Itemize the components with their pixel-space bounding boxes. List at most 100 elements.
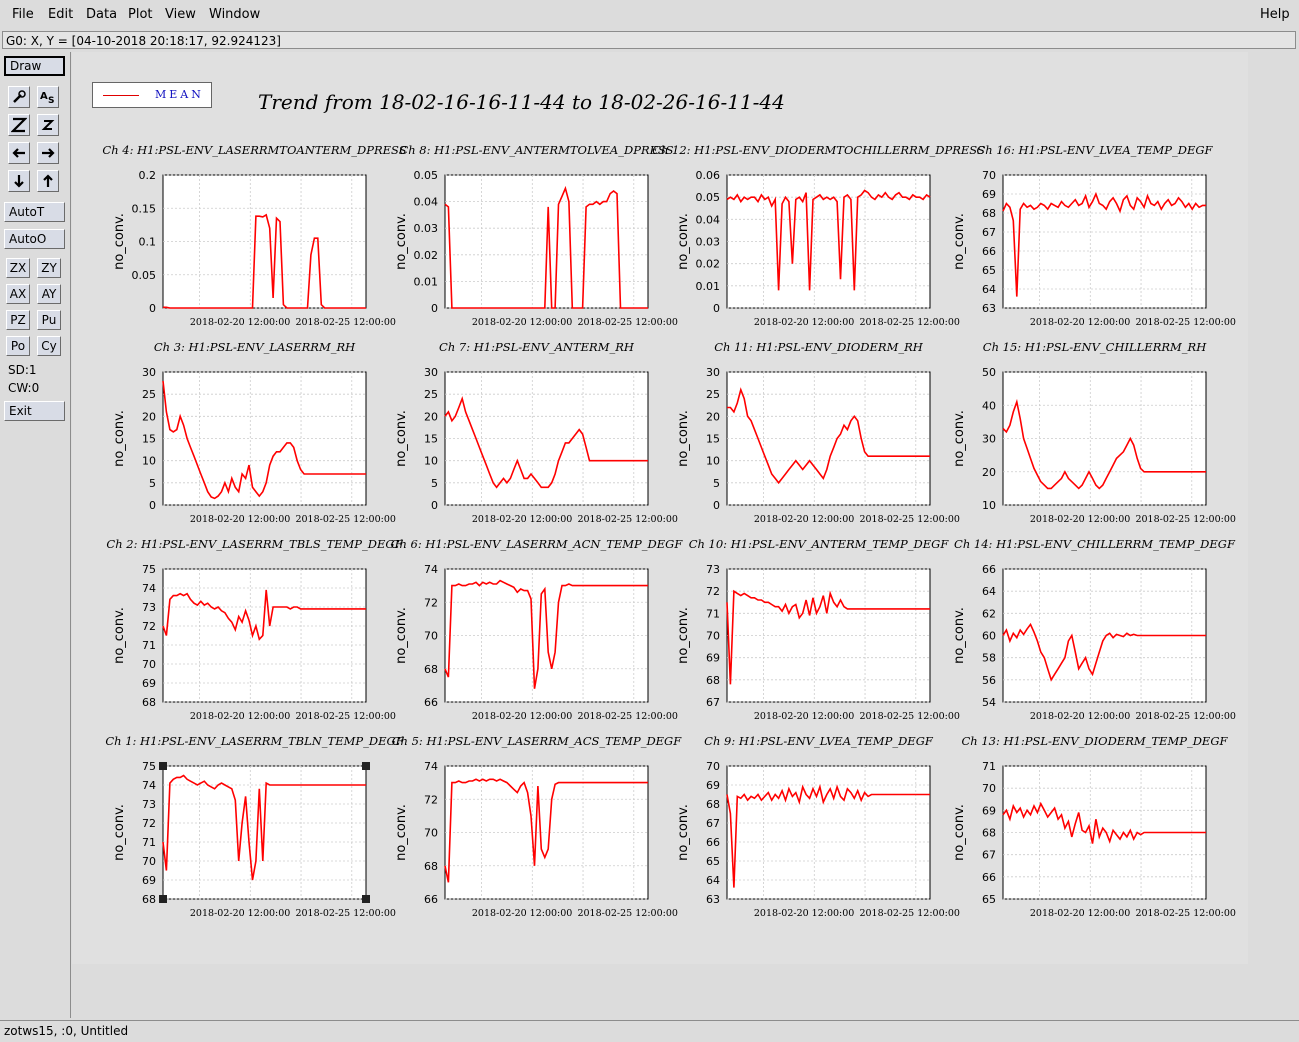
pan-down-icon[interactable] [8,170,30,192]
plot-ch-1[interactable]: Ch 8: H1:PSL-ENV_ANTERMTOLVEA_DPRESS 0 0.0… [394,143,678,328]
zoom-in-icon[interactable] [8,114,30,136]
menu-window[interactable]: Window [209,7,261,22]
menu-data[interactable]: Data [86,7,118,22]
plot-title: Ch 12: H1:PSL-ENV_DIODERMTOCHILLERRM_DPR… [652,143,985,157]
zoom-out-icon[interactable] [37,114,59,136]
y-tick-label: 64 [982,585,996,598]
x-tick-label: 2018-02-25 12:00:00 [577,908,677,919]
selection-handle[interactable] [362,895,370,903]
y-tick-label: 66 [982,563,996,576]
x-tick-label: 2018-02-25 12:00:00 [1135,514,1235,525]
zx-button[interactable]: ZX [6,258,30,278]
plot-ch-6[interactable]: Ch 11: H1:PSL-ENV_DIODERM_RH 0 5 10 15 20 25 30… [676,340,960,525]
y-tick-label: 64 [982,283,996,296]
y-tick-label: 30 [706,366,720,379]
y-tick-label: 5 [713,477,720,490]
x-tick-label: 2018-02-20 12:00:00 [190,711,290,722]
plot-ch-12[interactable]: Ch 1: H1:PSL-ENV_LASERRM_TBLN_TEMP_DEGF 6… [105,734,404,919]
plot-area[interactable] [726,765,931,900]
y-axis-label: no_conv. [394,213,409,270]
plot-ch-0[interactable]: Ch 4: H1:PSL-ENV_LASERRMTOANTERM_DPRESS 0… [102,143,406,328]
ax-button[interactable]: AX [6,284,30,304]
plot-title: Ch 6: H1:PSL-ENV_LASERRM_ACN_TEMP_DEGF [391,537,684,551]
y-tick-label: 70 [706,630,720,643]
y-tick-label: 70 [706,760,720,773]
autoo-button[interactable]: AutoO [4,229,65,249]
draw-button[interactable]: Draw [4,56,65,76]
po-button[interactable]: Po [6,336,30,356]
plot-ch-15[interactable]: Ch 13: H1:PSL-ENV_DIODERM_TEMP_DEGF 65 66 6… [952,734,1236,919]
x-tick-label: 2018-02-25 12:00:00 [1135,711,1235,722]
pan-up-icon[interactable] [37,170,59,192]
status-bar: zotws15, :0, Untitled [0,1020,1299,1042]
plot-ch-10[interactable]: Ch 10: H1:PSL-ENV_ANTERM_TEMP_DEGF 67 68 69… [676,537,960,722]
y-tick-label: 72 [424,596,438,609]
x-tick-label: 2018-02-25 12:00:00 [295,711,395,722]
y-tick-label: 72 [142,620,156,633]
x-tick-label: 2018-02-25 12:00:00 [1135,908,1235,919]
zy-button[interactable]: ZY [37,258,61,278]
series-line [444,778,648,883]
x-tick-label: 2018-02-20 12:00:00 [1030,317,1130,328]
plot-ch-14[interactable]: Ch 9: H1:PSL-ENV_LVEA_TEMP_DEGF 63 64 65 66 6… [676,734,960,919]
pz-button[interactable]: PZ [6,310,30,330]
series-line [726,784,930,888]
plot-ch-11[interactable]: Ch 14: H1:PSL-ENV_CHILLERRM_TEMP_DEGF 54 5… [952,537,1236,722]
series-line [444,579,648,689]
y-tick-label: 68 [424,860,438,873]
y-tick-label: 70 [424,630,438,643]
pan-right-icon[interactable] [37,142,59,164]
menu-view[interactable]: View [165,7,196,22]
menu-plot[interactable]: Plot [128,7,153,22]
plot-ch-13[interactable]: Ch 5: H1:PSL-ENV_LASERRM_ACS_TEMP_DEGF 66… [392,734,682,919]
zoom-tool-icon[interactable] [8,86,30,108]
cw-indicator: CW:0 [8,381,40,395]
y-tick-label: 40 [982,399,996,412]
y-tick-label: 67 [982,849,996,862]
x-tick-label: 2018-02-20 12:00:00 [1030,908,1130,919]
y-tick-label: 66 [982,245,996,258]
x-tick-label: 2018-02-20 12:00:00 [472,317,572,328]
y-tick-label: 0 [149,499,156,512]
series-line [163,213,366,309]
plot-ch-9[interactable]: Ch 6: H1:PSL-ENV_LASERRM_ACN_TEMP_DEGF 66… [391,537,684,722]
series-line [162,589,366,641]
menu-edit[interactable]: Edit [48,7,74,22]
x-tick-label: 2018-02-20 12:00:00 [1030,514,1130,525]
y-tick-label: 63 [982,302,996,315]
selection-handle[interactable] [362,762,370,770]
y-tick-label: 10 [424,455,438,468]
plot-ch-3[interactable]: Ch 16: H1:PSL-ENV_LVEA_TEMP_DEGF 63 64 65 66… [952,143,1236,328]
plot-area[interactable] [162,568,367,703]
plot-ch-4[interactable]: Ch 3: H1:PSL-ENV_LASERRM_RH 0 5 10 15 20 25 30 2… [112,340,396,525]
plot-ch-2[interactable]: Ch 12: H1:PSL-ENV_DIODERMTOCHILLERRM_DPR… [652,143,985,328]
plot-area[interactable] [1002,174,1207,309]
selection-handle[interactable] [159,895,167,903]
plot-ch-5[interactable]: Ch 7: H1:PSL-ENV_ANTERM_RH 0 5 10 15 20 25 30 20… [394,340,678,525]
series-line [162,774,366,881]
ay-button[interactable]: AY [37,284,61,304]
cy-button[interactable]: Cy [37,336,61,356]
menu-file[interactable]: File [12,7,34,22]
pu-button[interactable]: Pu [37,310,61,330]
series-line [726,189,931,291]
plot-ch-8[interactable]: Ch 2: H1:PSL-ENV_LASERRM_TBLS_TEMP_DEGF 6… [106,537,403,722]
exit-button[interactable]: Exit [4,401,65,421]
y-tick-label: 69 [706,652,720,665]
x-tick-label: 2018-02-25 12:00:00 [859,317,959,328]
y-axis-label: no_conv. [394,804,409,861]
pan-left-icon[interactable] [8,142,30,164]
series-line [726,589,930,685]
y-axis-label: no_conv. [676,804,691,861]
legend-label: MEAN [155,88,204,101]
autot-button[interactable]: AutoT [4,202,65,222]
y-tick-label: 64 [706,874,720,887]
menu-help[interactable]: Help [1260,7,1290,22]
y-tick-label: 56 [982,674,996,687]
y-tick-label: 15 [142,433,156,446]
plot-ch-7[interactable]: Ch 15: H1:PSL-ENV_CHILLERRM_RH 10 20 30 40 50… [952,340,1236,525]
selection-handle[interactable] [159,762,167,770]
